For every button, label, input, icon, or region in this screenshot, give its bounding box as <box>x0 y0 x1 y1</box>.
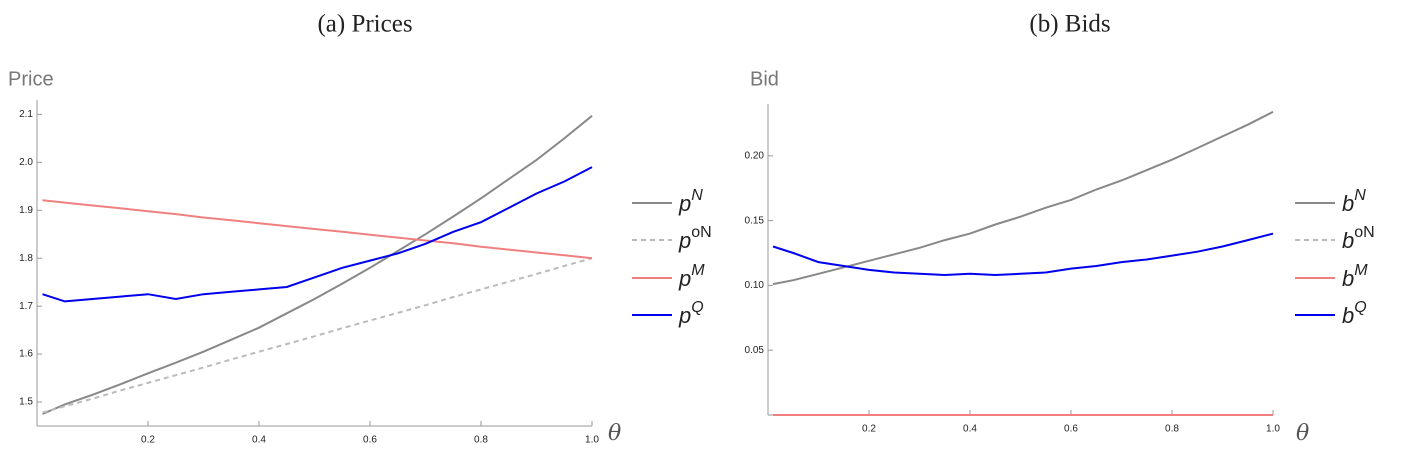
legend-label: bM <box>1342 262 1368 291</box>
series-line <box>42 257 593 414</box>
y-tick-label: 1.7 <box>19 301 33 312</box>
x-tick-label: 0.8 <box>1165 424 1179 435</box>
legend-label: bN <box>1342 187 1366 216</box>
y-axis-label: Price <box>8 68 54 90</box>
x-tick-label: 0.6 <box>363 435 377 446</box>
x-tick-label: 1.0 <box>585 435 599 446</box>
legend-label: pQ <box>678 299 704 328</box>
x-tick-label: 0.4 <box>252 435 266 446</box>
x-tick-label: 0.2 <box>141 435 155 446</box>
x-axis-label: θ <box>1296 421 1309 446</box>
series-line <box>772 110 1274 286</box>
y-tick-label: 0.20 <box>745 150 765 161</box>
y-tick-label: 0.15 <box>745 215 765 226</box>
x-tick-label: 0.8 <box>474 435 488 446</box>
series-line <box>42 115 593 415</box>
y-tick-label: 2.0 <box>19 157 33 168</box>
y-tick-label: 0.10 <box>745 280 765 291</box>
x-tick-label: 0.2 <box>862 424 876 435</box>
series-line <box>772 232 1274 277</box>
y-tick-label: 1.6 <box>19 349 33 360</box>
legend-label: pM <box>678 262 705 291</box>
x-axis-label: θ <box>608 421 621 446</box>
y-tick-label: 1.9 <box>19 205 33 216</box>
y-tick-label: 1.5 <box>19 397 33 408</box>
legend-label: bQ <box>1342 299 1367 328</box>
legend-label: boN <box>1342 224 1375 253</box>
x-tick-label: 0.6 <box>1064 424 1078 435</box>
y-tick-label: 0.05 <box>745 345 765 356</box>
chart-title: (a) Prices <box>317 11 412 38</box>
x-tick-label: 0.4 <box>963 424 977 435</box>
series-line <box>42 199 593 260</box>
series-line <box>42 166 593 303</box>
x-tick-label: 1.0 <box>1266 424 1280 435</box>
y-axis-label: Bid <box>750 68 779 90</box>
y-tick-label: 1.8 <box>19 253 33 264</box>
legend-label: poN <box>678 224 712 253</box>
chart-title: (b) Bids <box>1029 11 1110 38</box>
y-tick-label: 2.1 <box>19 109 33 120</box>
legend-label: pN <box>678 187 703 216</box>
